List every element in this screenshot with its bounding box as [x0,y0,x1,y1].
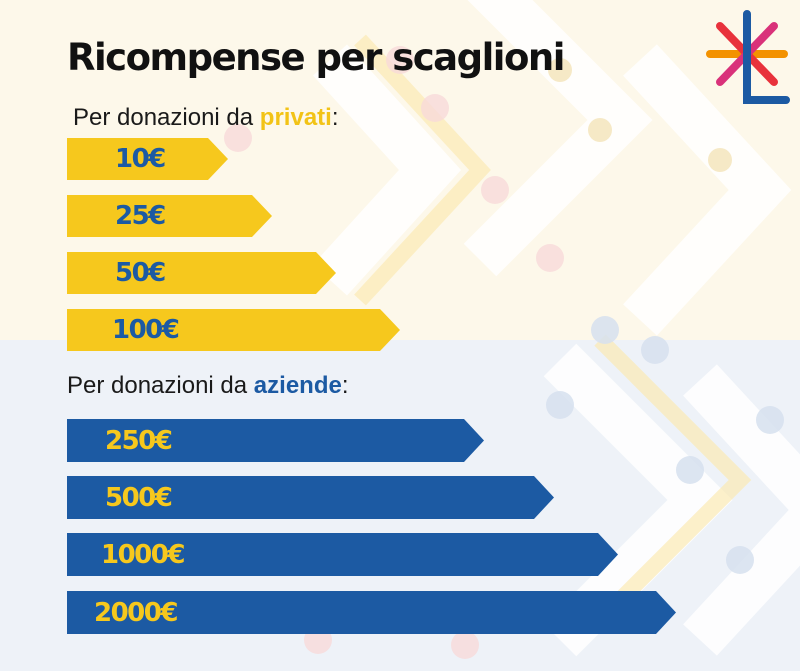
page-title: Ricompense per scaglioni [67,36,565,79]
heading-keyword: privati [259,104,332,131]
tier-amount: 250€ [105,425,172,456]
tier-amount: 25€ [115,201,165,231]
brand-logo [700,8,792,108]
private-donations-heading: Per donazioni da privati: [73,104,339,132]
tier-amount: 500€ [105,482,172,513]
tier-arrow-private: 50€ [67,252,336,294]
tier-arrow-company: 250€ [67,419,484,462]
tier-amount: 100€ [112,315,179,345]
asterisk-l-logo-icon [706,10,790,104]
tier-amount: 10€ [115,144,165,174]
tier-arrow-private: 100€ [67,309,400,351]
tier-amount: 50€ [115,258,165,288]
heading-prefix: Per donazioni da [73,104,260,131]
tier-arrow-private: 25€ [67,195,272,237]
heading-suffix: : [331,104,339,131]
heading-prefix: Per donazioni da [67,372,254,399]
heading-suffix: : [341,372,349,399]
tier-amount: 1000€ [101,539,184,570]
tier-amount: 2000€ [94,597,177,628]
tier-arrow-company: 2000€ [67,591,676,634]
tier-arrow-private: 10€ [67,138,228,180]
heading-keyword: aziende [253,372,342,399]
tier-arrow-company: 500€ [67,476,554,519]
tier-arrow-company: 1000€ [67,533,618,576]
company-donations-heading: Per donazioni da aziende: [67,372,349,400]
